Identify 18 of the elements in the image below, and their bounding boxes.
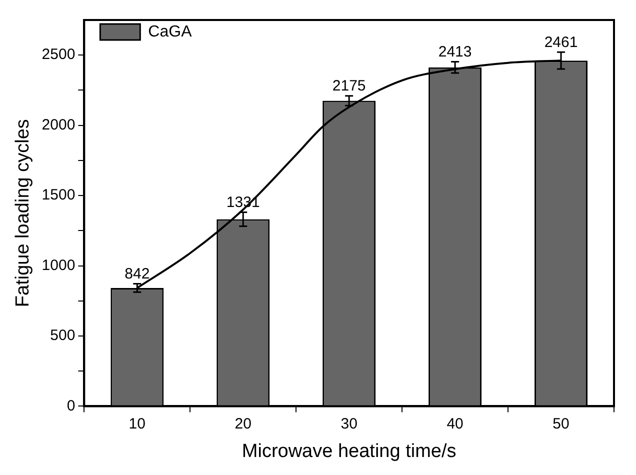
y-tick-label: 2500 [42, 46, 76, 64]
data-label: 2461 [544, 34, 578, 51]
x-tick-label: 10 [128, 415, 146, 432]
x-tick-label: 20 [234, 415, 252, 432]
data-label: 2175 [332, 77, 366, 94]
x-tick-label: 30 [340, 415, 358, 432]
x-tick-label: 50 [552, 415, 570, 432]
data-label: 2413 [438, 43, 472, 60]
legend-label: CaGA [148, 23, 192, 40]
y-tick-label: 2000 [42, 116, 76, 134]
y-tick-label: 1000 [42, 256, 76, 274]
y-axis-title: Fatigue loading cycles [12, 119, 34, 308]
data-label: 842 [124, 265, 150, 282]
y-tick-label: 0 [66, 397, 76, 414]
y-tick-label: 1500 [42, 186, 76, 204]
x-tick-label: 40 [446, 415, 464, 432]
x-axis-title: Microwave heating time/s [242, 440, 456, 462]
y-tick-label: 500 [50, 327, 76, 344]
